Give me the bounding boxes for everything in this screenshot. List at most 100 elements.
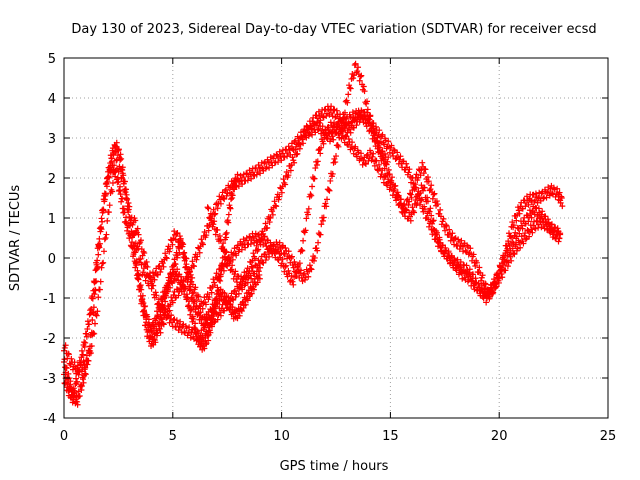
data-point [248,275,255,282]
data-point [186,324,193,331]
data-point [133,262,140,269]
data-point [208,323,215,330]
data-point [128,214,135,221]
data-point [183,255,190,262]
data-point [248,175,255,182]
data-point [317,231,324,238]
data-point [155,296,162,303]
data-point [545,219,552,226]
data-point [442,227,449,234]
data-point [428,212,435,219]
data-point [445,248,452,255]
data-point [279,150,286,157]
data-point [284,153,291,160]
data-point [183,261,190,268]
data-point [376,140,383,147]
data-point [169,299,176,306]
data-point [74,365,81,372]
data-point [308,125,315,132]
data-point [162,250,169,257]
data-point [223,248,230,255]
data-point [427,205,434,212]
data-point [401,200,408,207]
data-point [288,253,295,260]
data-point [189,258,196,265]
data-point [417,172,424,179]
data-point [280,176,287,183]
data-point [156,262,163,269]
data-point [363,123,370,130]
data-point [406,166,413,173]
data-point [233,252,240,259]
data-point [300,237,307,244]
data-point [160,263,167,270]
data-point [472,275,479,282]
data-point [177,318,184,325]
data-point [426,223,433,230]
data-point [341,125,348,132]
data-point [388,177,395,184]
data-point [425,178,432,185]
data-point [384,158,391,165]
data-point [282,181,289,188]
data-point [294,150,301,157]
data-point [226,258,233,265]
data-point [366,113,373,120]
data-point [557,231,564,238]
data-point [156,319,163,326]
data-point [172,261,179,268]
data-point [536,214,543,221]
data-point [162,292,169,299]
data-point [554,225,561,232]
data-point [100,259,107,266]
data-point [540,195,547,202]
data-point [158,304,165,311]
data-point [231,271,238,278]
data-point [292,137,299,144]
data-point [63,365,70,372]
data-point [498,266,505,273]
data-point [115,178,122,185]
data-point [221,253,228,260]
data-point [556,189,563,196]
data-point [220,194,227,201]
data-point [223,192,230,199]
data-point [257,170,264,177]
data-point [208,219,215,226]
data-point [392,182,399,189]
data-point [157,269,164,276]
data-point [159,301,166,308]
data-point [176,239,183,246]
data-point [390,146,397,153]
y-tick-label: -2 [43,332,56,347]
data-point [385,154,392,161]
data-point [145,326,152,333]
y-tick-label: -4 [43,412,56,427]
data-point [68,355,75,362]
data-point [251,255,258,262]
axis-ticks: 0 5 10 15 20 25 -4 -3 -2 -1 0 1 2 3 4 5 [43,52,616,444]
data-point [406,198,413,205]
grid-lines [64,58,608,418]
data-point [217,271,224,278]
data-point [347,85,354,92]
data-point [92,278,99,285]
data-point [333,107,340,114]
data-point [103,183,110,190]
data-point [485,292,492,299]
data-point [520,240,527,247]
data-point [189,290,196,297]
data-point [187,271,194,278]
data-point [82,371,89,378]
data-point [424,194,431,201]
data-point [388,142,395,149]
data-point [208,289,215,296]
data-point [184,279,191,286]
data-point [318,221,325,228]
data-point [282,263,289,270]
data-point [244,279,251,286]
data-point [214,227,221,234]
data-point [352,60,359,67]
x-tick-label: 25 [600,429,617,444]
data-point [106,202,113,209]
